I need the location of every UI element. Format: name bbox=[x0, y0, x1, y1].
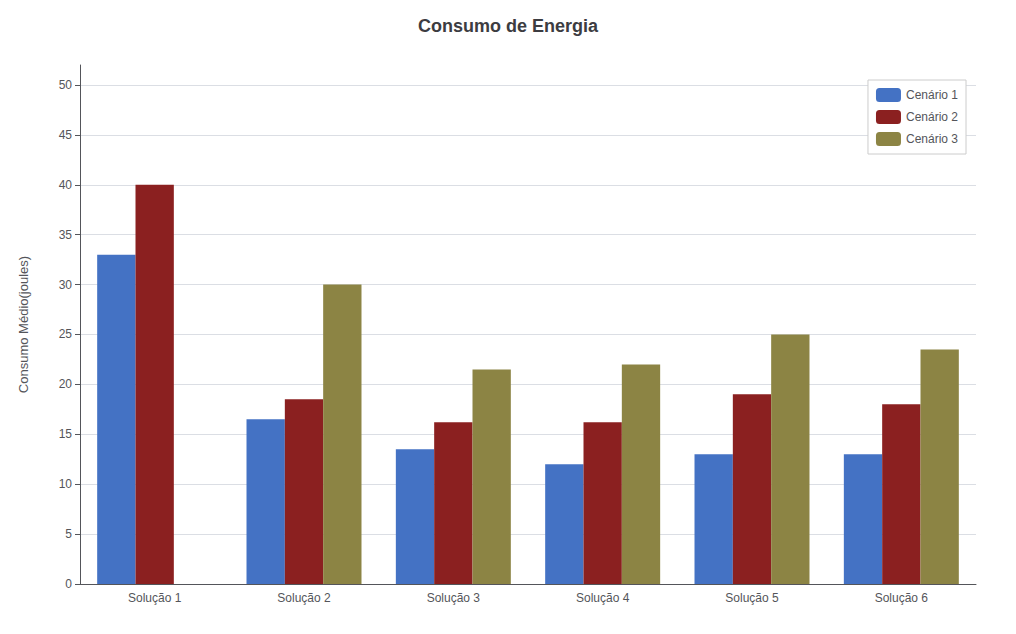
svg-text:Consumo de Energia: Consumo de Energia bbox=[418, 16, 599, 36]
svg-text:15: 15 bbox=[59, 427, 73, 441]
svg-text:Cenário 1: Cenário 1 bbox=[906, 88, 958, 102]
svg-text:Solução 2: Solução 2 bbox=[277, 591, 331, 605]
svg-text:5: 5 bbox=[65, 527, 72, 541]
svg-text:45: 45 bbox=[59, 128, 73, 142]
svg-text:Solução 1: Solução 1 bbox=[128, 591, 182, 605]
svg-text:25: 25 bbox=[59, 327, 73, 341]
svg-text:20: 20 bbox=[59, 377, 73, 391]
svg-text:Cenário 2: Cenário 2 bbox=[906, 110, 958, 124]
svg-text:Cenário 3: Cenário 3 bbox=[906, 132, 958, 146]
svg-text:50: 50 bbox=[59, 78, 73, 92]
svg-text:0: 0 bbox=[65, 577, 72, 591]
svg-text:40: 40 bbox=[59, 178, 73, 192]
svg-text:Consumo Médio(joules): Consumo Médio(joules) bbox=[16, 256, 31, 393]
svg-text:Solução 3: Solução 3 bbox=[427, 591, 481, 605]
svg-text:10: 10 bbox=[59, 477, 73, 491]
svg-text:Solução 5: Solução 5 bbox=[725, 591, 779, 605]
svg-text:Solução 4: Solução 4 bbox=[576, 591, 630, 605]
svg-text:30: 30 bbox=[59, 278, 73, 292]
svg-text:Solução 6: Solução 6 bbox=[875, 591, 929, 605]
svg-text:35: 35 bbox=[59, 228, 73, 242]
